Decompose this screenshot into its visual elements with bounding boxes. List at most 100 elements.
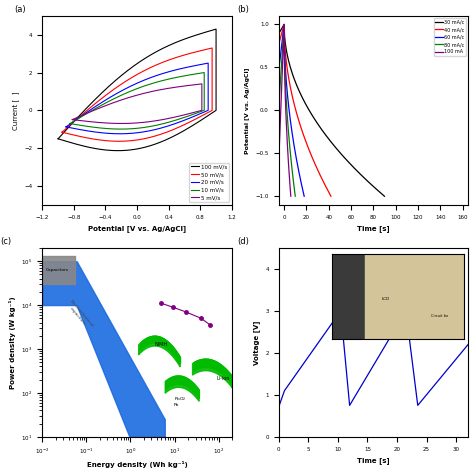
40 mA/c <box>303 138 309 144</box>
10 mV/s <box>189 72 194 77</box>
80 mA/c <box>281 22 287 27</box>
40 mA/c <box>293 109 299 115</box>
40 mA/c <box>272 57 277 63</box>
Y-axis label: Potential [V vs. Ag/AgCl]: Potential [V vs. Ag/AgCl] <box>245 67 250 154</box>
Y-axis label: Power density (W kg⁻¹): Power density (W kg⁻¹) <box>9 296 16 389</box>
100 mA <box>283 109 289 115</box>
5 mV/s <box>118 120 124 126</box>
40 mA/c <box>246 152 251 158</box>
60 mA/c <box>291 138 296 144</box>
20 mV/s <box>63 124 69 130</box>
Y-axis label: Current [  ]: Current [ ] <box>12 91 19 129</box>
Line: 30 mA/c: 30 mA/c <box>184 25 384 196</box>
Line: 100 mV/s: 100 mV/s <box>58 29 216 151</box>
5 mV/s <box>199 81 205 87</box>
5 mV/s <box>175 113 181 119</box>
5 mV/s <box>70 117 75 122</box>
Text: Capacitors: Capacitors <box>46 268 69 272</box>
80 mA/c <box>284 109 290 115</box>
100 mA <box>288 193 293 199</box>
30 mA/c <box>246 81 252 87</box>
10 mV/s <box>156 122 162 128</box>
60 mA/c <box>277 57 283 63</box>
20 mV/s <box>180 118 185 124</box>
60 mA/c <box>286 109 292 115</box>
Line: 20 mV/s: 20 mV/s <box>66 63 208 134</box>
30 mA/c <box>382 193 387 199</box>
50 mV/s <box>59 129 65 135</box>
5 mV/s <box>70 117 75 122</box>
20 mV/s <box>192 63 198 69</box>
20 mV/s <box>157 126 163 131</box>
Legend: 30 mA/c, 40 mA/c, 60 mA/c, 80 mA/c, 100 mA: 30 mA/c, 40 mA/c, 60 mA/c, 80 mA/c, 100 … <box>434 18 465 56</box>
50 mV/s <box>112 85 118 91</box>
60 mA/c <box>301 193 307 199</box>
Text: Electrochemical
capacitors: Electrochemical capacitors <box>65 299 94 331</box>
40 mA/c <box>328 193 334 199</box>
100 mA <box>274 193 280 199</box>
Line: 80 mA/c: 80 mA/c <box>273 25 295 196</box>
100 mA <box>284 138 290 144</box>
Text: (a): (a) <box>14 5 26 14</box>
60 mA/c <box>290 137 296 142</box>
30 mA/c <box>327 138 333 144</box>
50 mV/s <box>210 45 215 51</box>
Y-axis label: Voltage [V]: Voltage [V] <box>253 320 260 365</box>
100 mV/s <box>213 26 219 32</box>
50 mV/s <box>182 121 188 127</box>
20 mV/s <box>114 91 119 97</box>
10 mV/s <box>133 126 139 131</box>
X-axis label: Time [s]: Time [s] <box>357 457 390 464</box>
60 mA/c <box>266 152 272 158</box>
10 mV/s <box>67 121 73 127</box>
5 mV/s <box>133 120 139 126</box>
Line: 5 mV/s: 5 mV/s <box>73 84 202 123</box>
Text: PbO$_2$
Pb: PbO$_2$ Pb <box>173 395 186 407</box>
30 mA/c <box>281 22 287 27</box>
10 mV/s <box>136 85 142 91</box>
20 mV/s <box>137 80 142 85</box>
30 mA/c <box>181 193 187 199</box>
40 mA/c <box>302 137 308 142</box>
20 mV/s <box>133 130 139 136</box>
100 mV/s <box>55 136 61 142</box>
50 mV/s <box>137 71 142 76</box>
100 mA <box>279 81 284 87</box>
40 mA/c <box>265 81 271 87</box>
20 mV/s <box>117 131 123 137</box>
X-axis label: Potential [V vs. Ag/AgCl]: Potential [V vs. Ag/AgCl] <box>88 225 186 232</box>
100 mA <box>276 152 282 158</box>
100 mV/s <box>115 148 121 154</box>
60 mA/c <box>261 193 267 199</box>
X-axis label: Energy density (Wh kg⁻¹): Energy density (Wh kg⁻¹) <box>87 462 187 468</box>
80 mA/c <box>279 57 285 63</box>
20 mV/s <box>63 124 69 130</box>
100 mA <box>281 22 287 27</box>
100 mV/s <box>133 146 138 152</box>
80 mA/c <box>270 193 276 199</box>
80 mA/c <box>286 138 292 144</box>
100 mA <box>284 137 290 142</box>
50 mV/s <box>159 131 164 137</box>
30 mA/c <box>326 137 332 142</box>
Text: (d): (d) <box>237 237 249 246</box>
Text: NiMH: NiMH <box>155 342 167 346</box>
80 mA/c <box>292 193 298 199</box>
80 mA/c <box>277 81 283 87</box>
Line: 40 mA/c: 40 mA/c <box>237 25 331 196</box>
Line: 10 mV/s: 10 mV/s <box>70 73 204 129</box>
80 mA/c <box>286 137 292 142</box>
5 mV/s <box>115 98 121 104</box>
60 mA/c <box>281 22 287 27</box>
20 mV/s <box>205 60 211 66</box>
50 mV/s <box>133 137 139 143</box>
10 mV/s <box>67 121 73 127</box>
10 mV/s <box>177 116 183 122</box>
10 mV/s <box>115 94 120 100</box>
5 mV/s <box>136 92 142 98</box>
100 mA <box>280 57 285 63</box>
10 mV/s <box>118 126 124 132</box>
Line: 60 mA/c: 60 mA/c <box>264 25 304 196</box>
Text: Li-ion: Li-ion <box>217 376 230 381</box>
X-axis label: Time [s]: Time [s] <box>357 225 390 232</box>
